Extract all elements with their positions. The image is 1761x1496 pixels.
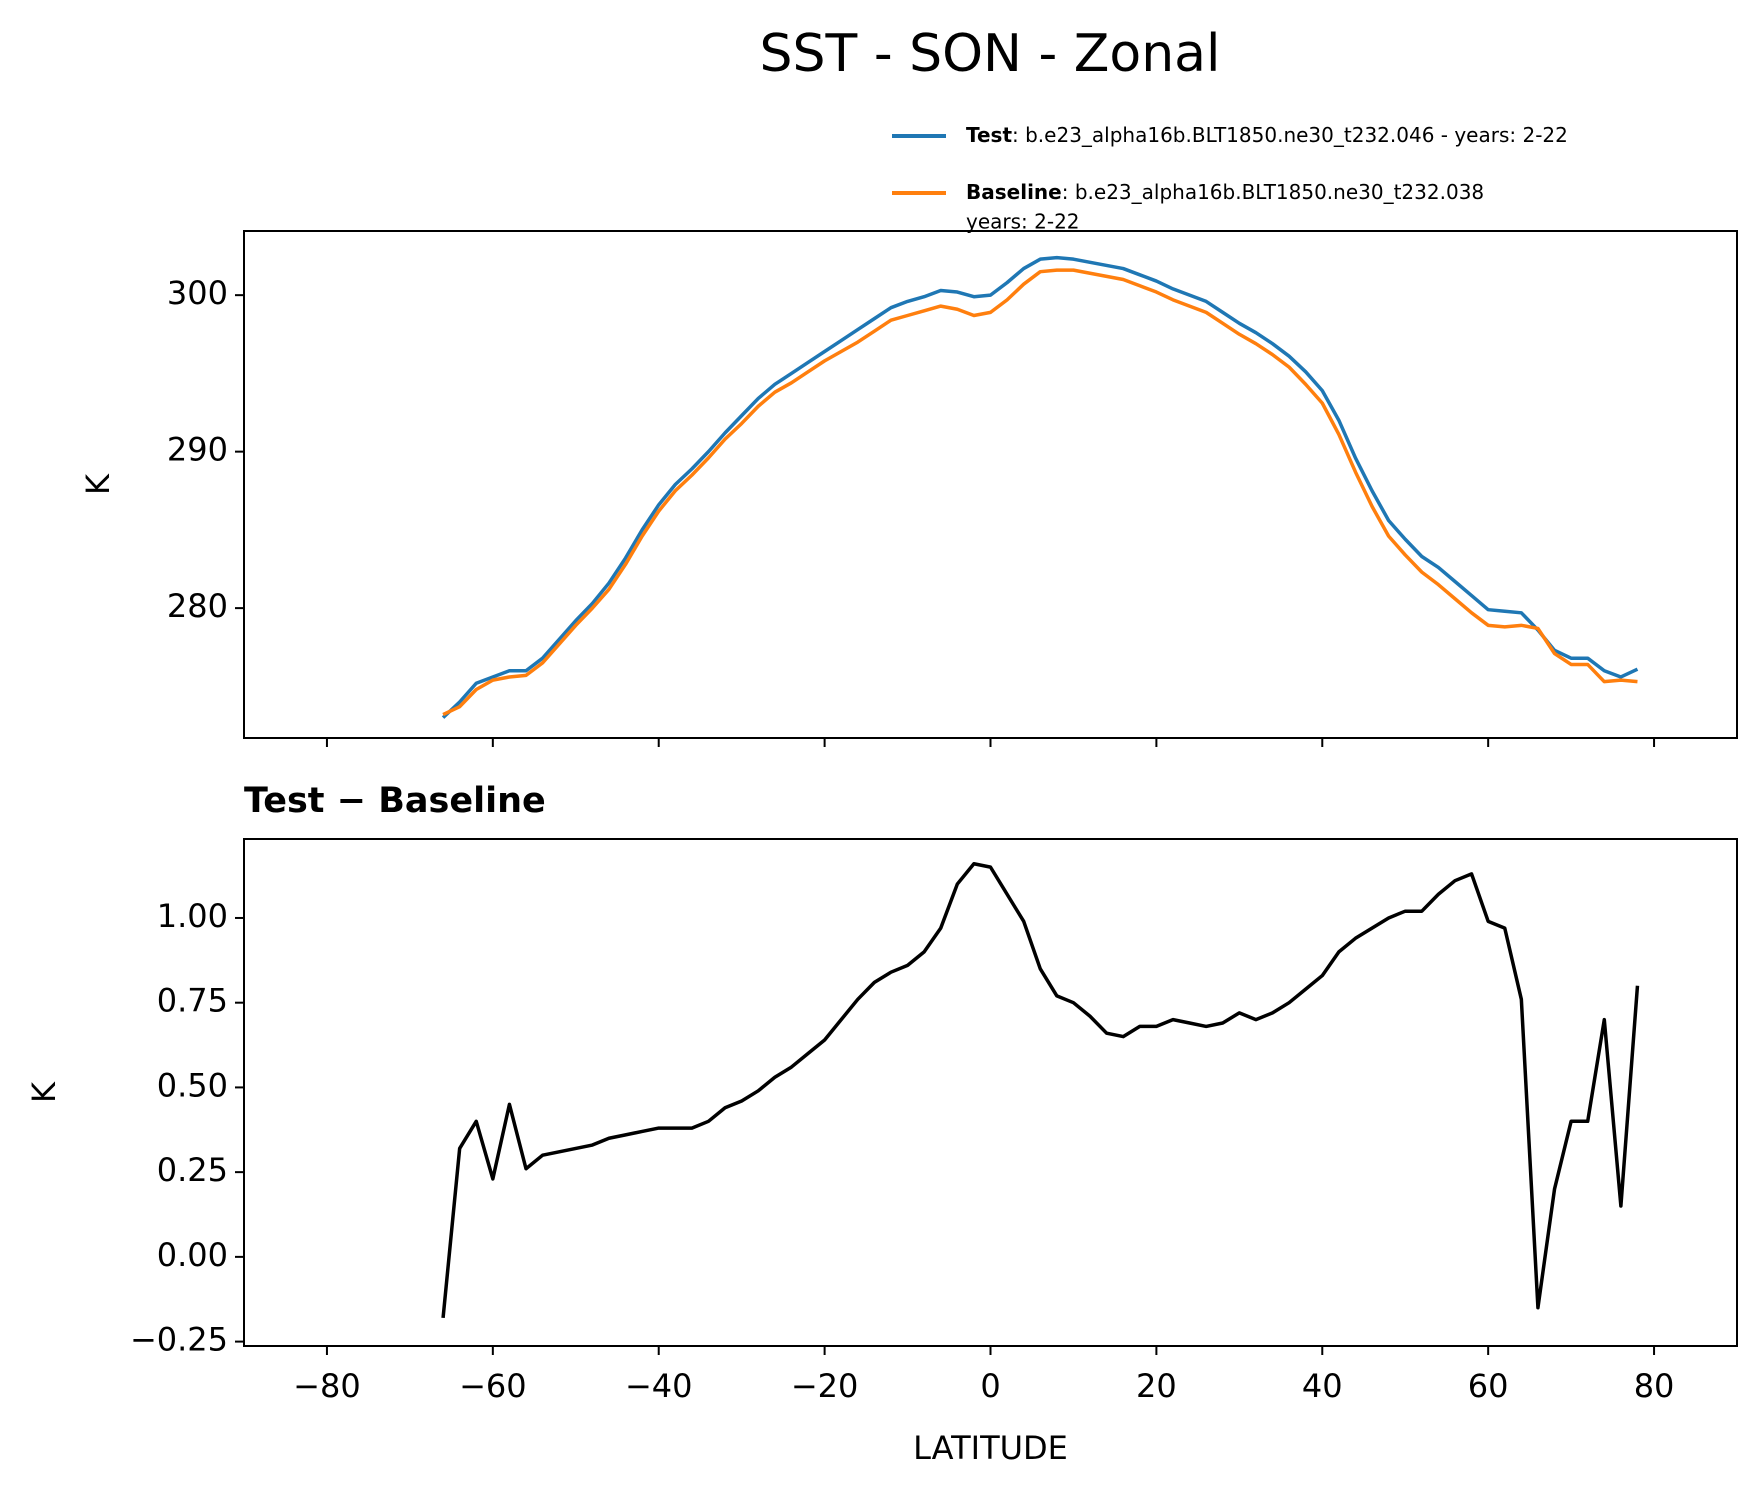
- axes-frame: [243, 230, 1738, 739]
- x-tick-label: −40: [625, 1367, 693, 1405]
- x-axis-label: LATITUDE: [913, 1429, 1068, 1467]
- x-tick-label: 40: [1302, 1367, 1343, 1405]
- y-tick-label: 0.25: [157, 1151, 228, 1189]
- x-tick-label: 60: [1468, 1367, 1509, 1405]
- x-tick-label: −60: [459, 1367, 527, 1405]
- y-tick-label: 300: [167, 274, 228, 312]
- y-axis-label: K: [79, 473, 117, 495]
- data-line: [442, 268, 1638, 717]
- chart-title: SST - SON - Zonal: [760, 24, 1221, 84]
- x-tick-label: −80: [293, 1367, 361, 1405]
- data-line: [441, 861, 1640, 1319]
- legend-label: Test: b.e23_alpha16b.BLT1850.ne30_t232.0…: [966, 123, 1568, 147]
- x-tick-label: −20: [791, 1367, 859, 1405]
- subplot-title: Test − Baseline: [244, 781, 546, 821]
- axes-frame: [243, 838, 1738, 1347]
- y-tick-label: 0.00: [157, 1236, 228, 1274]
- y-tick-label: 1.00: [157, 897, 228, 935]
- y-tick-label: 0.50: [157, 1066, 228, 1104]
- y-tick-label: 290: [167, 431, 228, 469]
- legend-label: Baseline: b.e23_alpha16b.BLT1850.ne30_t2…: [966, 180, 1484, 204]
- legend-description: : b.e23_alpha16b.BLT1850.ne30_t232.038: [1062, 180, 1484, 204]
- legend-description: : b.e23_alpha16b.BLT1850.ne30_t232.046 -…: [1012, 123, 1568, 147]
- x-tick-label: 80: [1634, 1367, 1675, 1405]
- legend-description: years: 2-22: [966, 210, 1080, 234]
- y-tick-label: −0.25: [130, 1321, 228, 1359]
- data-line: [441, 255, 1639, 719]
- y-tick-label: 0.75: [157, 982, 228, 1020]
- x-tick-label: 20: [1136, 1367, 1177, 1405]
- y-axis-label: K: [25, 1081, 63, 1103]
- y-tick-label: 280: [167, 587, 228, 625]
- legend-name: Test: [966, 123, 1012, 147]
- legend-name: Baseline: [966, 180, 1062, 204]
- x-tick-label: 0: [980, 1367, 1000, 1405]
